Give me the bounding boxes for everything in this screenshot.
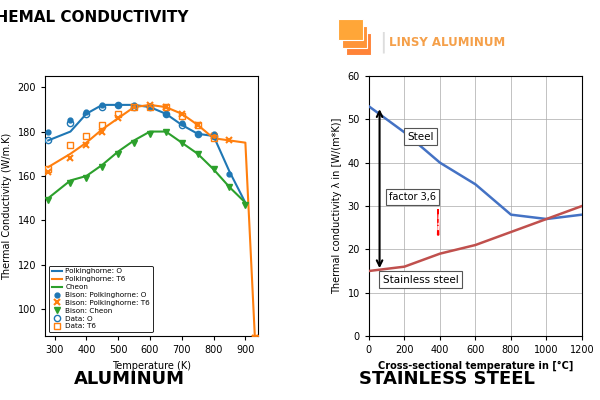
Text: Stainless steel: Stainless steel — [383, 275, 458, 285]
Polygon shape — [438, 214, 439, 230]
Polygon shape — [437, 209, 439, 235]
FancyBboxPatch shape — [346, 33, 371, 55]
Text: |: | — [379, 31, 386, 53]
Text: Steel: Steel — [407, 132, 434, 142]
FancyBboxPatch shape — [338, 19, 364, 40]
Text: THEMAL CONDUCTIVITY: THEMAL CONDUCTIVITY — [0, 10, 189, 25]
Text: ALUMINUM: ALUMINUM — [74, 370, 185, 388]
Y-axis label: Thermal Conductivity (W/m.K): Thermal Conductivity (W/m.K) — [2, 132, 12, 280]
X-axis label: Temperature (K): Temperature (K) — [112, 360, 191, 370]
Y-axis label: Thermal conductivity λ in [W/(m*K)]: Thermal conductivity λ in [W/(m*K)] — [332, 118, 342, 294]
FancyBboxPatch shape — [342, 26, 367, 48]
Text: LINSY ALUMINUM: LINSY ALUMINUM — [389, 36, 505, 48]
Legend: Polkinghorne: O, Polkinghorne: T6, Cheon, Bison: Polkinghorne: O, Bison: Polking: Polkinghorne: O, Polkinghorne: T6, Cheon… — [49, 266, 153, 332]
Text: factor 3,6: factor 3,6 — [389, 192, 436, 202]
Text: !: ! — [436, 219, 440, 228]
Text: STAINLESS STEEL: STAINLESS STEEL — [359, 370, 535, 388]
X-axis label: Cross-sectional temperature in [°C]: Cross-sectional temperature in [°C] — [378, 360, 573, 371]
